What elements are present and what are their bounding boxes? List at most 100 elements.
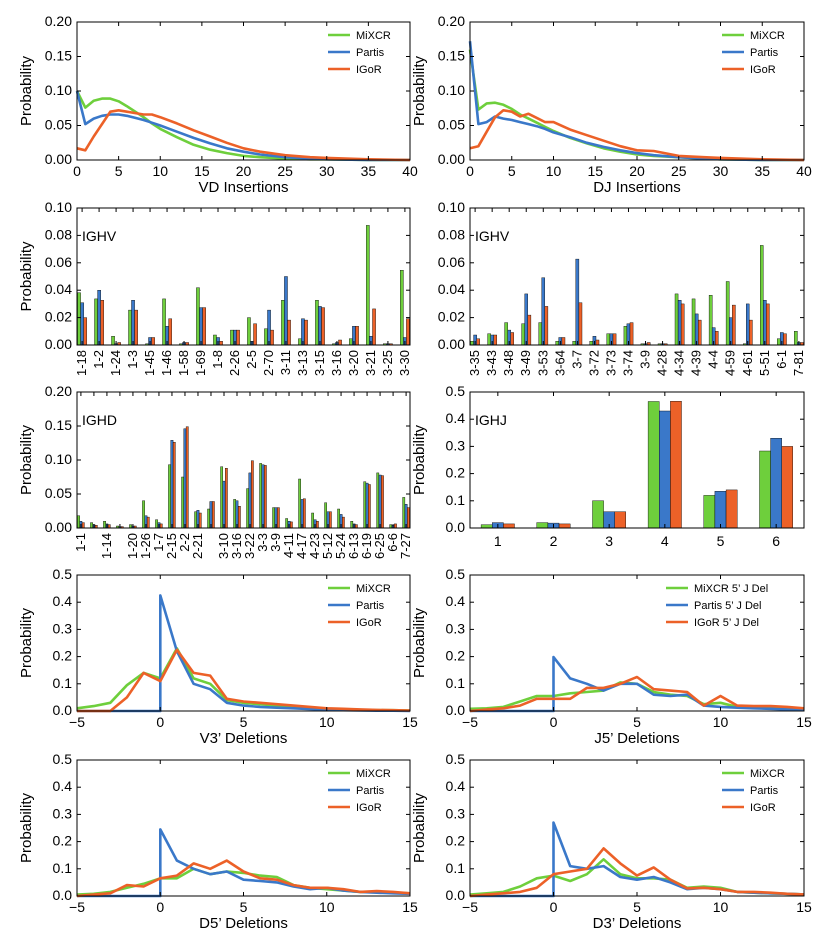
bar-mixcr <box>281 300 285 346</box>
series-line-igor <box>469 675 805 713</box>
bar-mixcr <box>703 495 716 529</box>
y-tick-label: 0.06 <box>45 254 72 270</box>
x-tick-label: 3-49 <box>518 350 533 376</box>
bar-mixcr <box>402 497 406 529</box>
y-axis-label: Probability <box>411 55 428 126</box>
bar-partis <box>677 300 682 346</box>
bar-igor <box>287 319 291 346</box>
y-tick-label: 0.5 <box>446 383 466 399</box>
bar-igor <box>355 524 358 529</box>
chart-v3-del: −5 0 5 10 15 0.0 0.1 0.2 0.3 0.4 0.5 Probability V3’… <box>18 566 418 747</box>
bar-mixcr <box>647 401 660 529</box>
x-axis-label: DJ Insertions <box>593 179 681 196</box>
bar-mixcr <box>264 328 268 346</box>
x-tick-label: 4-28 <box>655 350 670 376</box>
bar-partis <box>199 307 203 346</box>
bar-igor <box>219 341 223 346</box>
chart-vd-ins: 0 5 10 15 20 25 30 35 40 0.00 0.05 0.10 0.15 0.20 Prob… <box>18 13 418 196</box>
x-tick-label: 5 <box>633 714 641 730</box>
x-tick-label: 10 <box>319 899 335 915</box>
series-line-partis <box>470 821 805 898</box>
x-tick-label: 2-5 <box>244 350 259 369</box>
x-tick-label: 3 <box>605 533 613 549</box>
x-tick-label: 3-16 <box>329 350 344 376</box>
bar-mixcr <box>504 322 508 346</box>
bar-mixcr <box>759 450 771 529</box>
x-tick-label: 1-2 <box>91 350 106 369</box>
legend-label: IGoR 5’ J Del <box>694 617 759 629</box>
x-tick-label: 4-59 <box>723 350 738 376</box>
x-tick-label: 1-45 <box>142 350 157 376</box>
legend: MiXCR Partis IGoR <box>328 30 391 76</box>
bar-partis <box>235 500 239 529</box>
bar-mixcr <box>592 500 604 529</box>
plot-frame <box>76 391 411 529</box>
y-tick-label: 0.4 <box>53 593 73 609</box>
x-axis-label: VD Insertions <box>198 179 288 196</box>
x-tick-label: 5 <box>115 163 123 179</box>
x-axis-label: V3’ Deletions <box>200 730 288 747</box>
legend-label: MiXCR 5’ J Del <box>694 583 768 595</box>
bar-mixcr <box>233 499 236 529</box>
bar-igor <box>372 308 376 346</box>
x-tick-label: 25 <box>277 163 293 179</box>
x-tick-label: 1-1 <box>73 533 88 552</box>
bar-mixcr <box>521 323 525 346</box>
y-axis-label: Probability <box>18 607 35 678</box>
y-tick-label: 0.1 <box>446 860 466 876</box>
series-line-igor <box>469 109 805 162</box>
bar-mixcr <box>337 508 340 529</box>
bar-partis <box>248 472 252 529</box>
x-tick-label: 15 <box>796 899 812 915</box>
y-tick-label: 0.3 <box>446 620 466 636</box>
x-tick-label: 0 <box>466 163 474 179</box>
bar-partis <box>131 300 135 346</box>
x-tick-label: 20 <box>236 163 252 179</box>
bar-igor <box>146 516 150 529</box>
y-tick-label: 0.10 <box>438 82 465 98</box>
bar-mixcr <box>196 287 200 346</box>
x-tick-label: 35 <box>361 163 377 179</box>
x-tick-label: 4-4 <box>706 350 721 369</box>
bar-igor <box>561 337 566 346</box>
x-tick-label: 3-9 <box>268 533 283 552</box>
x-tick-label: 2 <box>550 533 558 549</box>
bar-mixcr <box>366 225 370 346</box>
legend-label: MiXCR <box>356 583 391 595</box>
legend-label: MiXCR <box>750 30 785 42</box>
bar-partis <box>365 482 369 529</box>
y-tick-label: 0.05 <box>45 485 72 501</box>
x-tick-label: 3-72 <box>586 350 601 376</box>
y-tick-label: 0.08 <box>438 226 465 242</box>
x-tick-label: 5 <box>240 714 248 730</box>
bar-igor <box>202 307 206 346</box>
x-tick-label: 4-61 <box>740 350 755 376</box>
y-tick-label: 0.20 <box>45 383 72 399</box>
bar-igor <box>264 465 267 529</box>
bar-partis <box>714 491 727 529</box>
bar-mixcr <box>760 245 764 346</box>
bar-igor <box>304 319 308 346</box>
x-tick-label: −5 <box>462 899 478 915</box>
y-tick-label: 0.5 <box>53 566 73 582</box>
series-line-partis <box>77 594 411 713</box>
y-tick-label: 0.1 <box>446 675 466 691</box>
y-tick-label: 0.2 <box>446 648 466 664</box>
y-tick-label: 0.5 <box>446 566 466 582</box>
y-tick-label: 0.3 <box>53 805 73 821</box>
x-tick-label: 35 <box>754 163 770 179</box>
y-tick-label: 0.00 <box>438 336 465 352</box>
x-tick-label: 3-10 <box>216 533 231 559</box>
x-tick-label: 3-13 <box>295 350 310 376</box>
bar-igor <box>107 524 111 529</box>
plot-frame <box>469 21 805 161</box>
chart-d3-del: −5 0 5 10 15 0.0 0.1 0.2 0.3 0.4 0.5 Probability D3’… <box>411 751 812 932</box>
x-tick-label: 4-17 <box>294 533 309 559</box>
bar-igor <box>578 302 583 346</box>
legend-label: MiXCR <box>356 30 391 42</box>
bar-mixcr <box>298 478 301 529</box>
bar-mixcr <box>259 463 262 529</box>
x-tick-label: −5 <box>462 714 478 730</box>
legend: MiXCR Partis IGoR <box>328 768 391 814</box>
bar-partis <box>694 313 699 346</box>
